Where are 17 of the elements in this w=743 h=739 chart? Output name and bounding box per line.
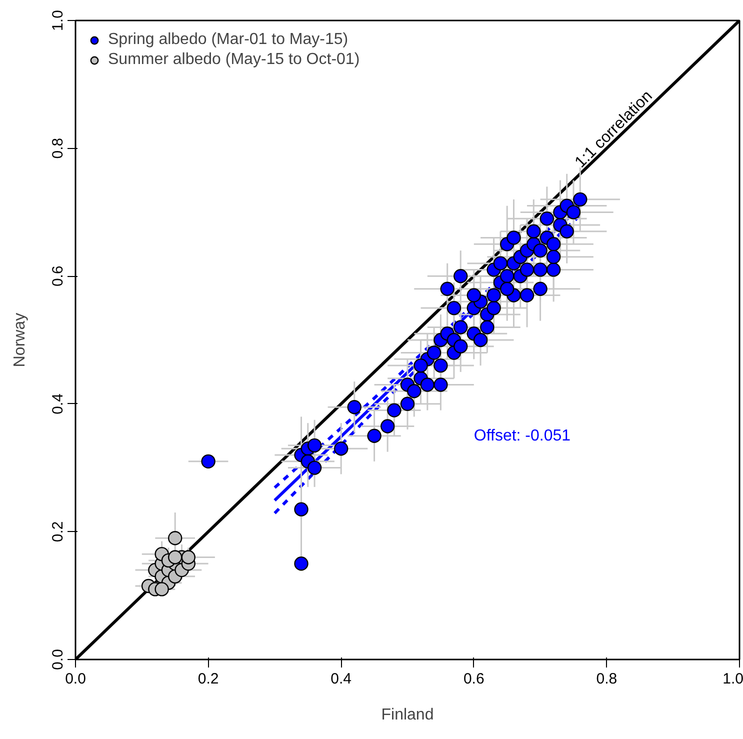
y-tick-label: 0.2 [50,521,66,542]
x-axis-title: Finland [381,706,434,724]
y-axis-title: Norway [12,312,28,368]
y-tick-label: 0.0 [50,649,66,670]
x-tick-label: 0.4 [330,670,352,688]
x-tick-label: 1.0 [722,670,743,688]
annotation: Offset: -0.051 [474,427,571,444]
legend-label: Summer albedo (May-15 to Oct-01) [108,51,360,69]
x-tick-label: 0.2 [198,670,219,688]
y-tick-label: 0.8 [50,138,66,159]
legend-label: Spring albedo (Mar-01 to May-15) [108,31,348,49]
y-tick-label: 0.4 [50,393,66,414]
x-tick-label: 0.0 [65,670,86,688]
x-tick-label: 0.6 [463,670,484,688]
y-tick-label: 1.0 [50,10,66,31]
y-tick-label: 0.6 [50,266,66,287]
x-tick-label: 0.8 [596,670,618,688]
